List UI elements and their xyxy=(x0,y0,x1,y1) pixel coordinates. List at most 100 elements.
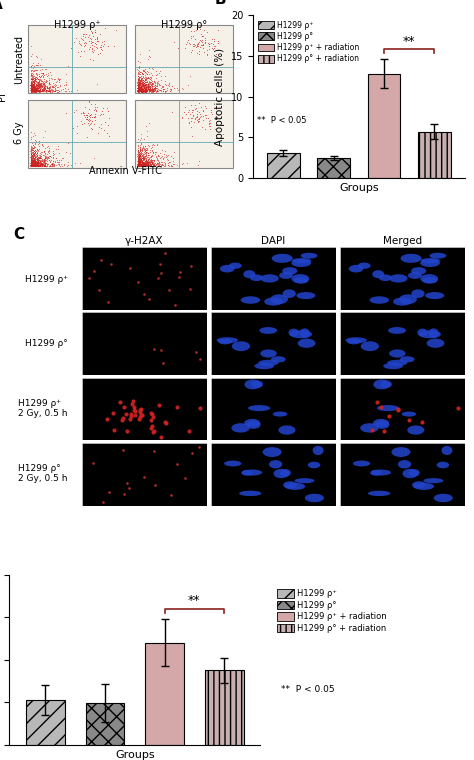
Point xyxy=(28,78,36,90)
Point xyxy=(140,151,148,163)
Point xyxy=(28,158,36,170)
Point xyxy=(141,83,149,95)
Point xyxy=(89,111,96,123)
Point xyxy=(142,78,149,90)
Point xyxy=(33,59,40,71)
Point xyxy=(152,82,159,94)
Point xyxy=(134,157,142,169)
Point xyxy=(141,82,149,94)
Point xyxy=(136,82,144,94)
Point xyxy=(135,155,143,167)
Point xyxy=(28,84,36,97)
Ellipse shape xyxy=(419,331,441,338)
Point xyxy=(135,84,142,96)
Point xyxy=(55,73,63,85)
Point xyxy=(35,59,42,71)
Point xyxy=(137,74,145,86)
Point xyxy=(48,160,55,173)
Point xyxy=(159,85,167,97)
Point xyxy=(138,84,146,97)
Point xyxy=(138,160,146,172)
Point xyxy=(137,160,144,173)
Point xyxy=(34,144,41,157)
Point xyxy=(38,160,46,172)
Ellipse shape xyxy=(305,494,324,502)
Point xyxy=(144,84,151,96)
Point xyxy=(28,158,36,170)
Point xyxy=(137,150,145,163)
Point xyxy=(33,83,41,95)
Point xyxy=(29,84,36,97)
Point xyxy=(134,73,142,85)
Point xyxy=(164,159,172,171)
Point xyxy=(135,152,142,164)
Point xyxy=(142,144,149,156)
Point xyxy=(141,83,149,95)
Point xyxy=(34,159,42,171)
Point xyxy=(144,81,152,93)
Point xyxy=(31,160,38,172)
Point xyxy=(141,74,149,86)
Point xyxy=(134,151,142,163)
Point xyxy=(29,68,36,80)
Point xyxy=(135,160,143,172)
Point xyxy=(47,158,55,170)
Point xyxy=(142,83,150,95)
Point xyxy=(33,81,40,93)
Point xyxy=(38,84,46,96)
Point xyxy=(32,82,39,94)
Point xyxy=(27,156,34,168)
Point xyxy=(144,84,152,96)
Point xyxy=(141,79,149,91)
Point xyxy=(27,84,35,96)
Ellipse shape xyxy=(392,447,410,457)
Point xyxy=(31,137,38,149)
Point xyxy=(54,140,62,152)
Point xyxy=(32,157,40,169)
Point xyxy=(142,147,149,160)
Point xyxy=(28,81,36,93)
Point xyxy=(45,146,52,158)
Point xyxy=(27,70,35,82)
Point xyxy=(149,84,156,97)
Point xyxy=(168,106,175,118)
Point xyxy=(27,157,35,169)
Point xyxy=(136,153,144,165)
Point xyxy=(34,83,41,95)
Point xyxy=(193,39,201,51)
Point xyxy=(32,84,40,97)
Point xyxy=(44,158,51,170)
Ellipse shape xyxy=(289,328,299,337)
Point xyxy=(136,75,143,87)
Point xyxy=(27,144,35,157)
Point xyxy=(29,83,36,95)
Point xyxy=(137,84,145,96)
Point xyxy=(161,150,168,163)
Point xyxy=(137,80,145,92)
Point xyxy=(28,149,36,161)
Point xyxy=(134,147,141,160)
Point xyxy=(134,160,142,172)
Point xyxy=(28,86,36,98)
Point xyxy=(46,160,54,173)
Point xyxy=(137,80,144,92)
Point xyxy=(150,157,157,169)
Point xyxy=(29,150,36,162)
Point xyxy=(135,85,142,97)
Point xyxy=(29,74,37,87)
Point xyxy=(93,43,100,55)
Point xyxy=(141,85,148,97)
Point xyxy=(86,32,94,44)
Point xyxy=(32,64,40,76)
Point xyxy=(41,154,48,166)
Point xyxy=(36,155,44,167)
Point xyxy=(144,154,152,166)
Point xyxy=(136,156,144,168)
Point xyxy=(85,95,92,107)
Point xyxy=(142,144,149,156)
Point xyxy=(139,160,146,173)
Point xyxy=(194,40,202,52)
Point xyxy=(35,80,42,92)
Point xyxy=(143,78,150,90)
Point xyxy=(144,159,151,171)
